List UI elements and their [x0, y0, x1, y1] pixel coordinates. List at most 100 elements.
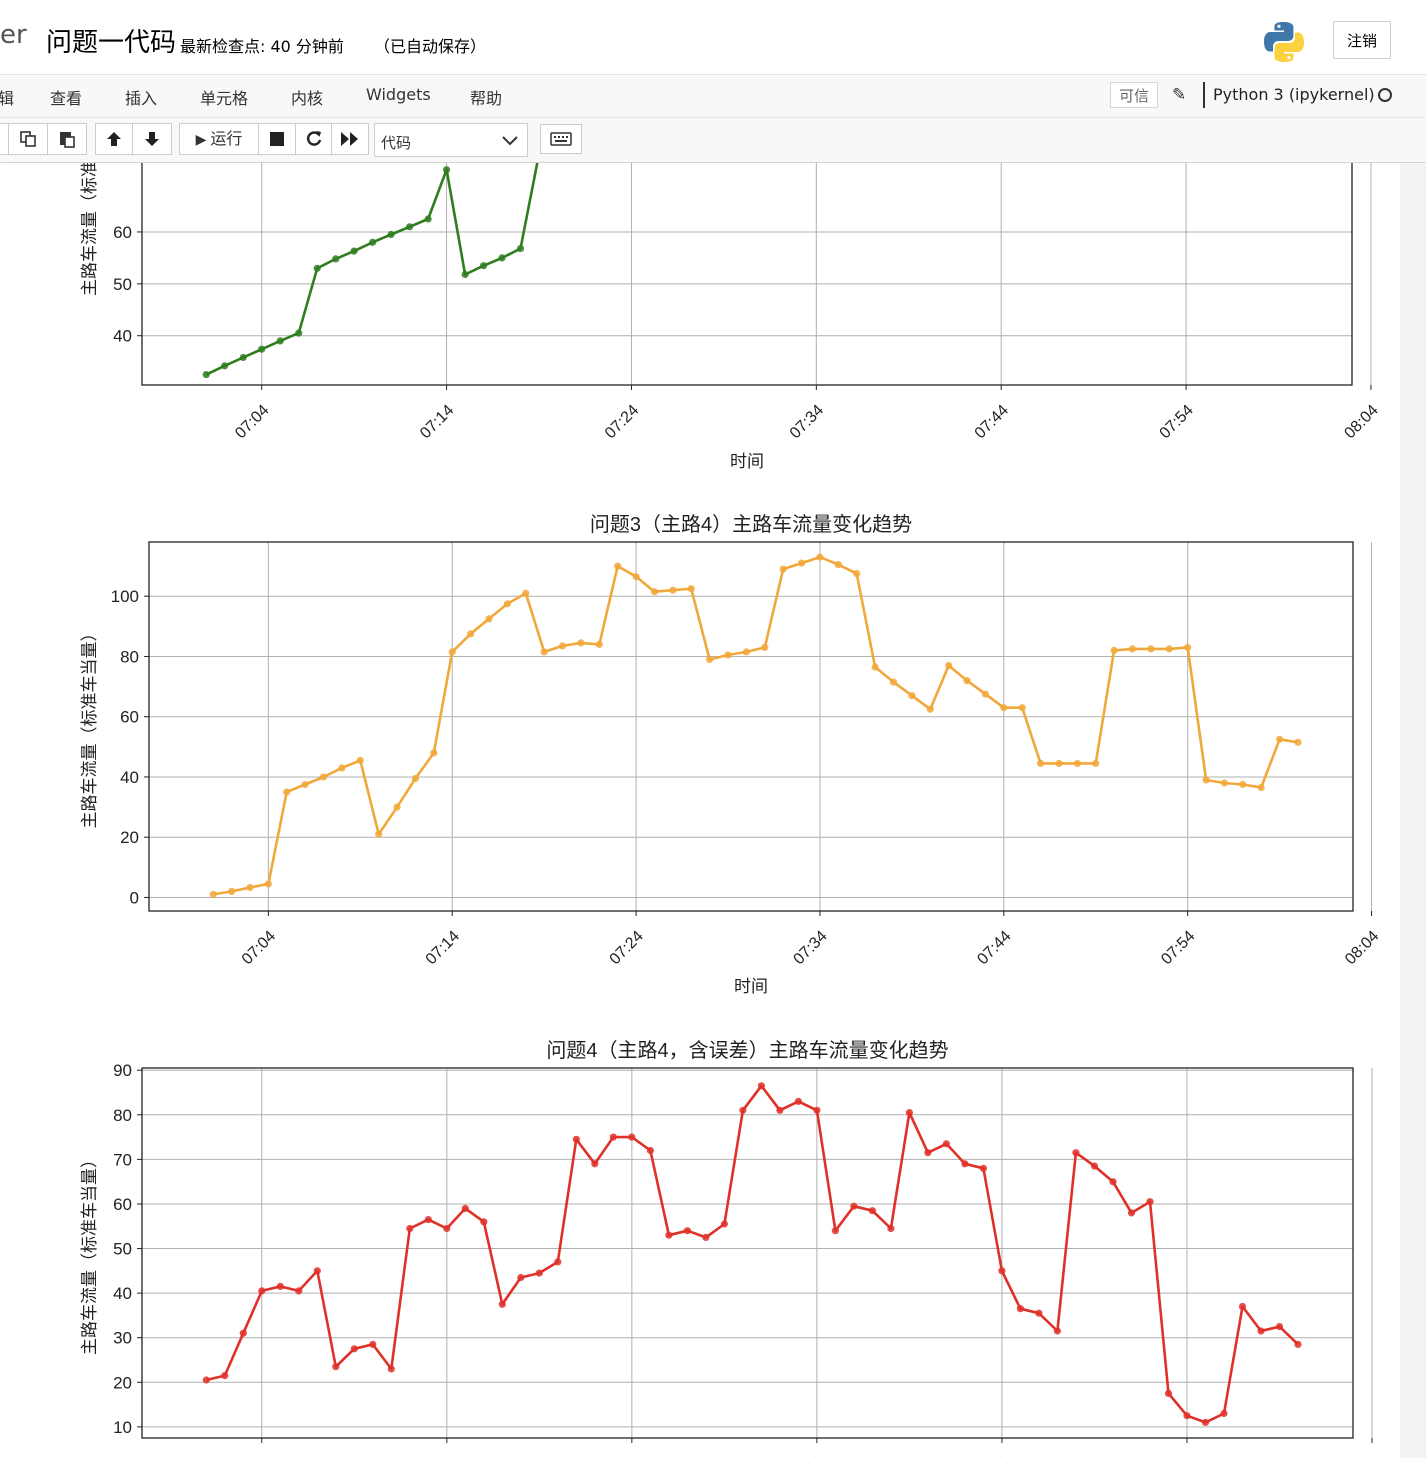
data-point [1000, 704, 1008, 712]
run-button[interactable]: ▶ 运行 [179, 123, 259, 155]
data-point [239, 353, 247, 362]
data-point [779, 565, 787, 573]
x-tick-label: 07:44 [974, 928, 1014, 968]
menu-edit[interactable]: 辑 [0, 89, 15, 108]
data-point [1110, 646, 1118, 654]
interrupt-kernel-button[interactable] [258, 123, 296, 155]
keyboard-icon [550, 132, 572, 146]
restart-run-all-button[interactable] [331, 123, 369, 155]
data-point [516, 245, 525, 253]
x-tick-label: 07:54 [1158, 928, 1198, 968]
data-point [1092, 759, 1100, 768]
cell-output-area[interactable]: 40 50 60 07:04 07:14 07:24 07:34 07:44 07:54 08:0… [0, 163, 1400, 1458]
data-point [724, 651, 732, 659]
copy-cell-button[interactable] [8, 123, 48, 155]
data-point [283, 788, 291, 796]
data-point [338, 764, 346, 772]
y-tick-label: 80 [120, 647, 139, 666]
checkpoint-status: 最新检查点: 40 分钟前 [180, 37, 344, 56]
menu-kernel[interactable]: 内核 [291, 89, 324, 108]
data-point [1294, 738, 1302, 746]
edit-pencil-icon[interactable]: ✎ [1172, 85, 1187, 105]
data-point [480, 262, 488, 270]
trusted-indicator[interactable]: 可信 [1110, 82, 1158, 108]
series-3 [202, 1082, 1302, 1426]
data-point [1109, 1178, 1117, 1186]
kernel-name[interactable]: Python 3 (ipykernel) [1213, 85, 1375, 104]
x-tick-label: 07:34 [787, 402, 827, 442]
cell-type-select[interactable]: 代码 [374, 123, 528, 157]
jupyter-logo-text[interactable]: er [0, 20, 27, 50]
y-tick-label: 90 [113, 1061, 132, 1080]
y-tick-label: 30 [113, 1329, 132, 1348]
data-point [258, 345, 266, 353]
restart-kernel-button[interactable] [295, 123, 332, 155]
data-point [517, 1273, 525, 1282]
data-point [1257, 1327, 1265, 1335]
data-point [1090, 1162, 1099, 1170]
data-point [683, 1227, 692, 1235]
data-point [1238, 1302, 1247, 1311]
y-tick-label: 0 [130, 888, 139, 907]
python-logo-icon [1264, 22, 1304, 62]
data-point [467, 630, 475, 638]
notebook-header: er 问题一代码 最新检查点: 40 分钟前 （已自动保存） 注销 [0, 0, 1426, 75]
menu-insert[interactable]: 插入 [125, 89, 158, 108]
paste-cell-button[interactable] [47, 123, 87, 155]
x-tick-label: 07:04 [239, 928, 279, 968]
menu-view[interactable]: 查看 [50, 89, 83, 108]
x-tick-label: 07:14 [417, 402, 457, 442]
menu-widgets[interactable]: Widgets [366, 85, 431, 104]
chevron-down-icon [502, 136, 518, 146]
data-point [905, 1109, 914, 1117]
move-up-button[interactable] [95, 123, 133, 155]
data-point [945, 661, 953, 670]
data-point [1165, 645, 1173, 653]
data-point [295, 329, 303, 337]
data-point [295, 1287, 303, 1295]
y-tick-label: 40 [113, 1284, 132, 1303]
data-point [1055, 759, 1063, 768]
axes-frame [148, 541, 1354, 912]
data-point [572, 1135, 580, 1143]
data-point [209, 890, 217, 899]
data-point [650, 588, 659, 596]
data-point [332, 1363, 340, 1371]
data-point [461, 270, 469, 279]
y-axis-label: 主路车流量（标准 [80, 163, 99, 296]
menu-help[interactable]: 帮助 [470, 89, 503, 108]
data-point [319, 773, 328, 781]
data-point [480, 1218, 488, 1226]
restart-icon [306, 131, 321, 146]
data-point [1183, 1412, 1191, 1420]
data-point [246, 883, 254, 892]
scrollbar-track[interactable] [1400, 163, 1426, 1458]
y-tick-label: 20 [120, 828, 139, 847]
command-palette-button[interactable] [540, 124, 582, 154]
data-point [406, 1224, 414, 1233]
data-point [591, 1160, 599, 1168]
x-axis-label: 时间 [734, 977, 768, 996]
notebook-name[interactable]: 问题一代码 [46, 28, 177, 58]
data-point [889, 678, 898, 686]
x-tick-label: 07:44 [972, 402, 1012, 442]
data-point [522, 589, 530, 597]
chart-title: 问题3（主路4）主路车流量变化趋势 [590, 513, 912, 536]
axes-frame [141, 163, 1353, 386]
data-point [868, 1207, 877, 1215]
data-point [313, 264, 321, 272]
data-point [369, 238, 377, 246]
data-point [924, 1149, 932, 1157]
data-point [831, 1227, 840, 1235]
y-axis-label: 主路车流量（标准车当量） [80, 1151, 99, 1355]
chart-2: 0 20 40 60 80 100 07:04 07:14 07:24 07:34 07:44 07:… [80, 513, 1382, 996]
menu-cell[interactable]: 单元格 [200, 89, 249, 108]
y-tick-label: 70 [113, 1150, 132, 1169]
logout-button[interactable]: 注销 [1333, 21, 1391, 59]
data-point [276, 337, 284, 345]
move-down-button[interactable] [132, 123, 172, 155]
data-point [411, 774, 419, 783]
data-point [356, 756, 364, 765]
data-point [813, 1106, 821, 1114]
series-line [205, 1084, 1299, 1424]
